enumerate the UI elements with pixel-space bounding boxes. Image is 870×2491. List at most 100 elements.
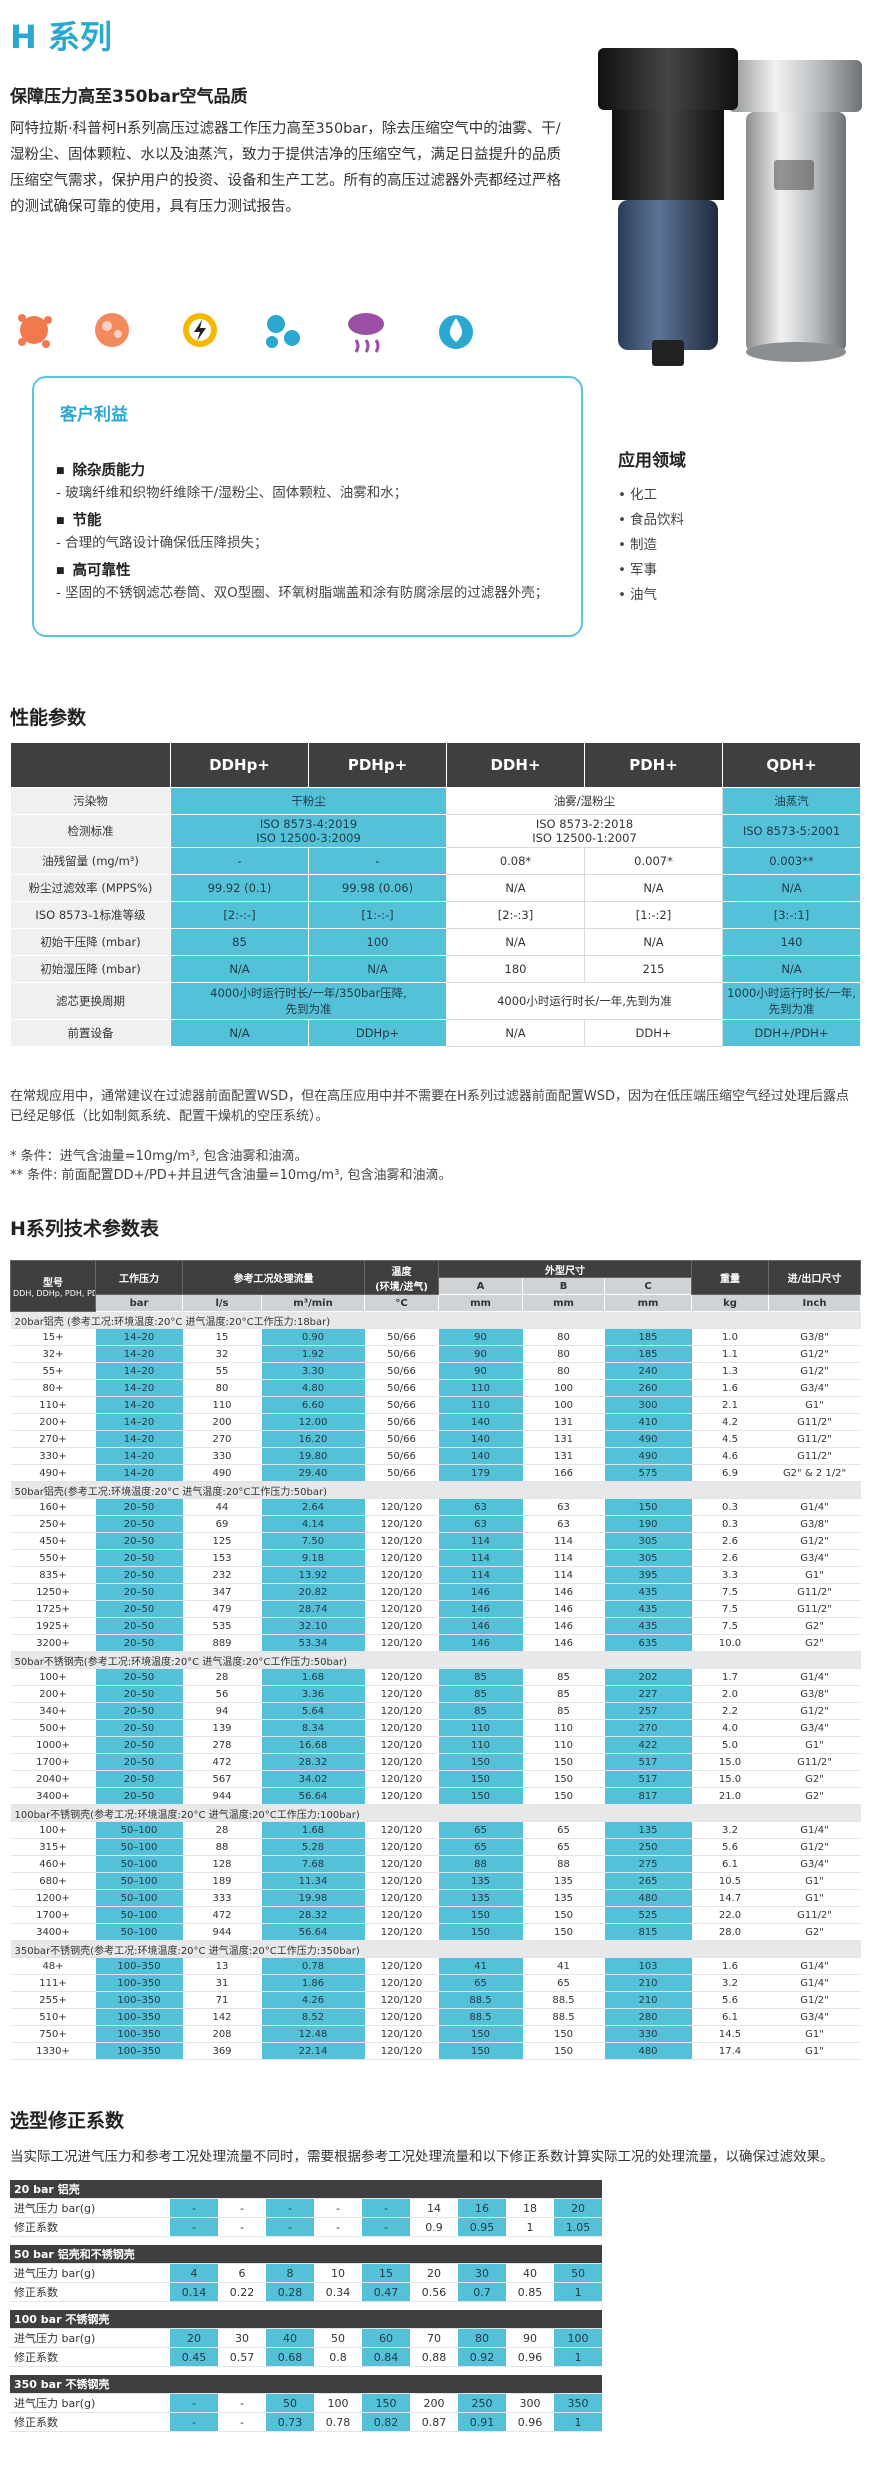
table-cell: 20–50: [95, 1515, 183, 1533]
table-cell: 14–20: [95, 1362, 183, 1380]
table-cell: 120/120: [364, 1923, 439, 1941]
table-row: 检测标准 ISO 8573-4:2019 ISO 12500-3:2009 ISO …: [10, 814, 861, 848]
table-cell: 142: [182, 2008, 262, 2026]
table-row: 100+ 50–100 28 1.68 120/120 65 65 135 3.2 G1/4": [10, 1821, 861, 1839]
table-cell: -: [314, 2217, 362, 2237]
table-cell: 50/66: [364, 1413, 439, 1431]
table-cell: 1: [554, 2347, 603, 2367]
table-cell: 8: [266, 2263, 314, 2283]
table-cell: 32: [182, 1345, 262, 1363]
table-cell: G11/2": [768, 1753, 861, 1771]
row-label: 进气压力 bar(g): [10, 2263, 170, 2283]
table-row: 1700+ 50–100 472 28.32 120/120 150 150 525 22.0 G…: [10, 1906, 861, 1924]
table-cell: 20–50: [95, 1600, 183, 1618]
table-cell: 7.50: [261, 1532, 365, 1550]
table-cell: N/A: [308, 955, 447, 983]
table-cell: 30: [458, 2263, 506, 2283]
table-cell: N/A: [584, 928, 723, 956]
table-cell: 510+: [10, 2008, 96, 2026]
table-cell: 120/120: [364, 1532, 439, 1550]
table-cell: 369: [182, 2042, 262, 2060]
table-cell: G3/4": [768, 1379, 861, 1397]
table-cell: 0.92: [458, 2347, 506, 2367]
table-cell: N/A: [446, 928, 585, 956]
table-cell: 270+: [10, 1430, 96, 1448]
header-note: (环境/进气): [375, 1281, 428, 1293]
table-cell: 100–350: [95, 1974, 183, 1992]
table-cell: 0.007*: [584, 847, 723, 875]
table-cell: G1": [768, 2025, 861, 2043]
footnote: ** 条件: 前面配置DD+/PD+并且进气含油量=10mg/m³, 包含油雾和…: [10, 1168, 452, 1183]
table-cell: 889: [182, 1634, 262, 1652]
table-cell: 1.68: [261, 1821, 365, 1839]
section-title: 选型修正系数: [10, 2110, 125, 2132]
table-cell: 100: [314, 2393, 362, 2413]
unit-cell: bar: [95, 1294, 183, 1312]
table-cell: 0.9: [410, 2217, 458, 2237]
table-cell: 56: [182, 1685, 262, 1703]
table-cell: 50–100: [95, 1923, 183, 1941]
table-row: 160+ 20–50 44 2.64 120/120 63 63 150 0.3 G1/4": [10, 1498, 861, 1516]
table-cell: 50/66: [364, 1345, 439, 1363]
table-cell: 120/120: [364, 1583, 439, 1601]
table-cell: 20–50: [95, 1668, 183, 1686]
table-row: 前置设备 N/A DDHp+ N/A DDH+ DDH+/PDH+: [10, 1019, 861, 1047]
table-cell: 干粉尘: [170, 787, 447, 815]
table-cell: 120/120: [364, 1515, 439, 1533]
table-cell: 15.0: [691, 1770, 769, 1788]
table-cell: 350: [554, 2393, 603, 2413]
table-cell: 13: [182, 1957, 262, 1975]
table-cell: 150: [438, 1753, 523, 1771]
table-cell: 0.14: [170, 2282, 218, 2302]
table-row: 3200+ 20–50 889 53.34 120/120 146 146 635 10.0 G2…: [10, 1634, 861, 1652]
table-cell: 410: [604, 1413, 692, 1431]
performance-table: DDHp+ PDHp+ DDH+ PDH+ QDH+ 污染物 干粉尘 油雾/湿粉尘 油蒸汽 检测标…: [10, 742, 861, 1047]
table-row: 255+ 100–350 71 4.26 120/120 88.5 88.5 210 5.6 G1…: [10, 1991, 861, 2009]
table-cell: 2.6: [691, 1532, 769, 1550]
table-cell: 14–20: [95, 1413, 183, 1431]
table-cell: 14–20: [95, 1328, 183, 1346]
table-cell: 490: [604, 1447, 692, 1465]
table-cell: G3/8": [768, 1685, 861, 1703]
unit-row: bar l/s m³/min °C mm mm mm kg Inch: [11, 1294, 861, 1312]
table-cell: 4000小时运行时长/一年/350bar压降, 先到为准: [170, 982, 447, 1020]
table-cell: 1.05: [554, 2217, 603, 2237]
table-cell: 2.2: [691, 1702, 769, 1720]
table-cell: 5.6: [691, 1991, 769, 2009]
table-cell: [2:-:3]: [446, 901, 585, 929]
table-cell: 50/66: [364, 1379, 439, 1397]
table-cell: 15.0: [691, 1753, 769, 1771]
table-row: 3400+ 50–100 944 56.64 120/120 150 150 815 28.0 G…: [10, 1923, 861, 1941]
table-cell: 28.0: [691, 1923, 769, 1941]
table-cell: 550+: [10, 1549, 96, 1567]
table-cell: 1.1: [691, 1345, 769, 1363]
table-cell: 422: [604, 1736, 692, 1754]
table-cell: 50: [314, 2328, 362, 2348]
benefit-title: 除杂质能力: [56, 460, 566, 482]
table-cell: 1330+: [10, 2042, 96, 2060]
header-note: DDH, DDHp, PDH, PDHp, QDH: [13, 1289, 95, 1298]
table-cell: 128: [182, 1855, 262, 1873]
table-cell: 0.68: [266, 2347, 314, 2367]
table-cell: 99.98 (0.06): [308, 874, 447, 902]
table-cell: G11/2": [768, 1600, 861, 1618]
table-cell: 0.003**: [722, 847, 861, 875]
table-cell: 15+: [10, 1328, 96, 1346]
table-cell: 1: [554, 2412, 603, 2432]
group-row: 20bar铝壳 (参考工况:环境温度:20°C 进气温度:20°C工作压力:18…: [10, 1311, 861, 1329]
table-row: 80+ 14–20 80 4.80 50/66 110 100 260 1.6 G3/4": [10, 1379, 861, 1397]
table-cell: 103: [604, 1957, 692, 1975]
table-cell: 110: [522, 1736, 605, 1754]
table-cell: 88.5: [522, 2008, 605, 2026]
table-cell: G3/4": [768, 1719, 861, 1737]
header-row: DDHp+ PDHp+ DDH+ PDH+ QDH+: [10, 742, 861, 788]
table-cell: 0.90: [261, 1328, 365, 1346]
table-row: 修正系数 0.14 0.22 0.28 0.34 0.47 0.56 0.7 0.85 1: [10, 2282, 603, 2302]
table-cell: -: [362, 2217, 410, 2237]
table-cell: 3.2: [691, 1974, 769, 1992]
table-cell: 0.22: [218, 2282, 266, 2302]
table-cell: 90: [438, 1328, 523, 1346]
table-row: 340+ 20–50 94 5.64 120/120 85 85 257 2.2 G1/2": [10, 1702, 861, 1720]
table-cell: 100: [308, 928, 447, 956]
table-cell: 50/66: [364, 1396, 439, 1414]
